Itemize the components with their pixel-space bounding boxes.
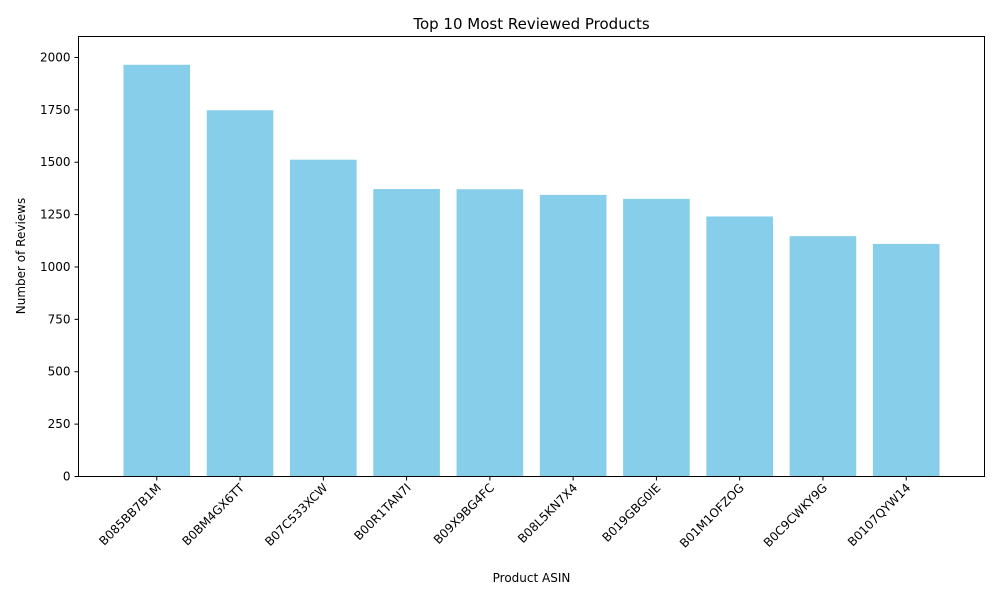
plot-frame — [78, 36, 985, 477]
bar-B085BB7B1M — [123, 64, 191, 477]
y-tick-label: 250 — [48, 417, 71, 431]
bars-group — [123, 64, 940, 477]
bar-B0C9CWKY9G — [789, 236, 857, 477]
bar-B0BM4GX6TT — [206, 110, 274, 477]
x-tick-label: B08L5KN7X4 — [515, 481, 580, 546]
x-tick-label: B09X9BG4FC — [431, 481, 497, 547]
x-tick-label: B0107QYW14 — [845, 481, 913, 549]
y-tick-label: 500 — [48, 365, 71, 379]
x-axis-label: Product ASIN — [493, 571, 571, 585]
x-tick-label: B085BB7B1M — [96, 481, 164, 549]
y-tick-label: 1000 — [40, 260, 71, 274]
x-axis: B085BB7B1M B0BM4GX6TT B07C533XCW B00R1TAN7I… — [96, 476, 913, 551]
y-tick-label: 2000 — [40, 50, 71, 64]
y-tick-label: 1250 — [40, 208, 71, 222]
x-tick-label: B0BM4GX6TT — [179, 480, 247, 548]
y-axis: 0 250 500 750 1000 1250 1500 1750 2000 — [40, 50, 79, 484]
bar-B0107QYW14 — [872, 243, 940, 477]
y-tick-label: 1750 — [40, 103, 71, 117]
bar-B00R1TAN7I — [373, 189, 440, 477]
bar-B07C533XCW — [290, 159, 357, 477]
chart-title: Top 10 Most Reviewed Products — [412, 15, 650, 33]
y-tick-label: 1500 — [40, 155, 71, 169]
y-tick-label: 0 — [63, 470, 71, 484]
bar-B01M1OFZOG — [706, 216, 773, 477]
x-tick-label: B019GBG0IE — [600, 481, 664, 545]
bar-B09X9BG4FC — [456, 189, 524, 477]
x-tick-label: B00R1TAN7I — [351, 481, 413, 543]
x-tick-label: B01M1OFZOG — [677, 481, 747, 551]
bar-B019GBG0IE — [623, 198, 690, 477]
bar-B08L5KN7X4 — [539, 194, 607, 477]
y-axis-label: Number of Reviews — [14, 198, 28, 314]
x-tick-label: B0C9CWKY9G — [761, 481, 830, 550]
y-tick-label: 750 — [48, 312, 71, 326]
x-tick-label: B07C533XCW — [262, 481, 330, 549]
